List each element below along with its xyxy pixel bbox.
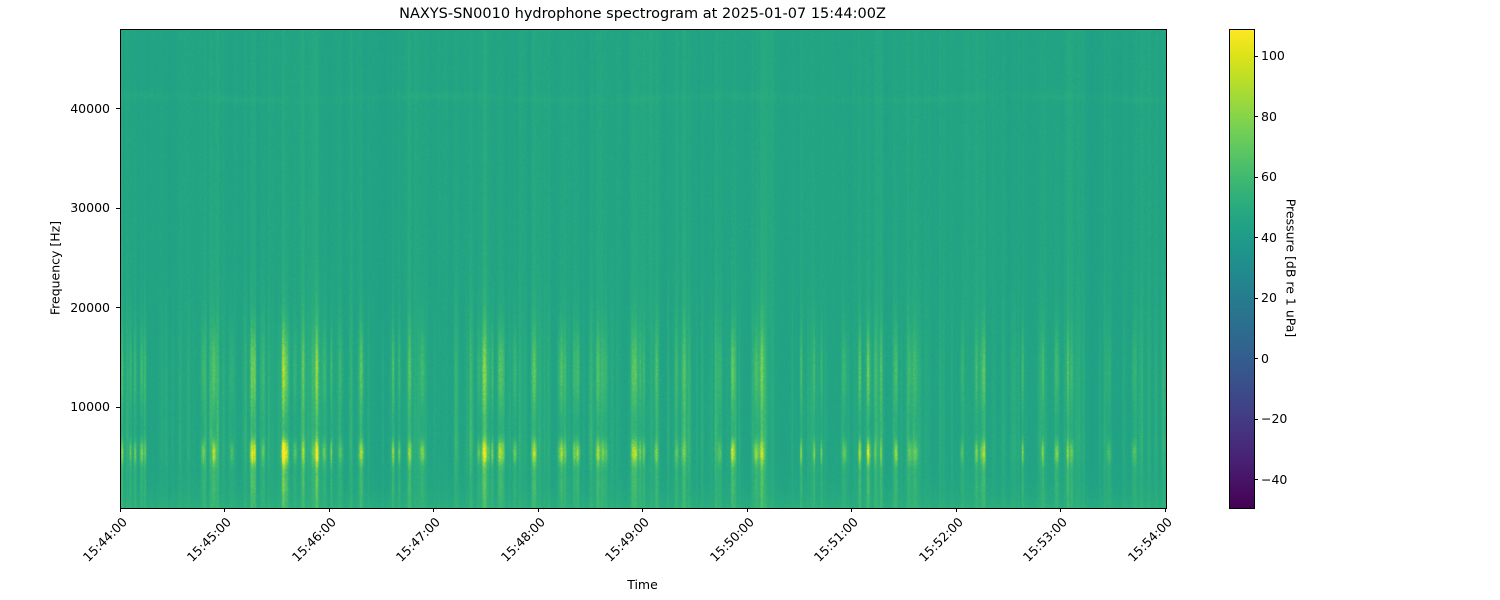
x-tick-mark [746,508,748,512]
colorbar-tick-label: 20 [1261,290,1277,306]
x-tick-label: 15:48:00 [497,514,548,565]
x-tick-mark [224,508,225,512]
colorbar-tick-mark [1254,418,1258,420]
y-tick-mark [116,207,120,209]
y-tick-mark [116,406,120,408]
x-tick-label: 15:49:00 [602,514,653,565]
x-tick-label: 15:46:00 [288,514,339,565]
colorbar-tick-label: −40 [1261,471,1288,487]
x-tick-mark [642,508,643,512]
colorbar-tick-label: −20 [1261,411,1288,427]
x-tick-mark [955,508,957,512]
y-tick-label: 10000 [70,399,110,415]
colorbar-tick-mark [1254,176,1258,178]
x-tick-label: 15:44:00 [79,514,130,565]
spectrogram-plot-area [120,29,1167,509]
y-tick-label: 40000 [70,100,110,116]
colorbar-label: Pressure [dB re 1 uPa] [1283,198,1299,338]
x-tick-label: 15:51:00 [811,514,862,565]
colorbar-tick-mark [1254,297,1258,299]
x-axis-label: Time [627,577,658,592]
colorbar-tick-mark [1254,55,1258,57]
x-tick-mark [328,508,330,512]
x-tick-label: 15:54:00 [1124,514,1175,565]
y-tick-label: 20000 [70,299,110,315]
x-tick-label: 15:45:00 [184,514,235,565]
x-tick-mark [119,508,121,512]
colorbar-tick-mark [1254,116,1258,118]
chart-title: NAXYS-SN0010 hydrophone spectrogram at 2… [399,6,886,22]
x-tick-label: 15:50:00 [706,514,757,565]
x-tick-mark [851,508,852,512]
colorbar-tick-mark [1254,237,1258,239]
y-tick-mark [116,307,120,309]
colorbar-tick-label: 40 [1261,229,1277,245]
spectrogram-image [121,30,1166,508]
colorbar-tick-label: 100 [1261,48,1285,64]
x-tick-label: 15:53:00 [1020,514,1071,565]
x-tick-label: 15:47:00 [393,514,444,565]
colorbar-tick-mark [1254,479,1258,481]
colorbar-tick-label: 0 [1261,350,1269,366]
y-tick-label: 30000 [70,200,110,216]
colorbar-tick-label: 60 [1261,169,1277,185]
colorbar-tick-label: 80 [1261,108,1277,124]
x-tick-mark [537,508,539,512]
colorbar [1229,29,1255,509]
y-tick-mark [116,108,120,110]
colorbar-tick-mark [1254,358,1258,360]
x-tick-mark [433,508,434,512]
x-tick-label: 15:52:00 [915,514,966,565]
x-tick-mark [1060,508,1061,512]
x-tick-mark [1164,508,1166,512]
